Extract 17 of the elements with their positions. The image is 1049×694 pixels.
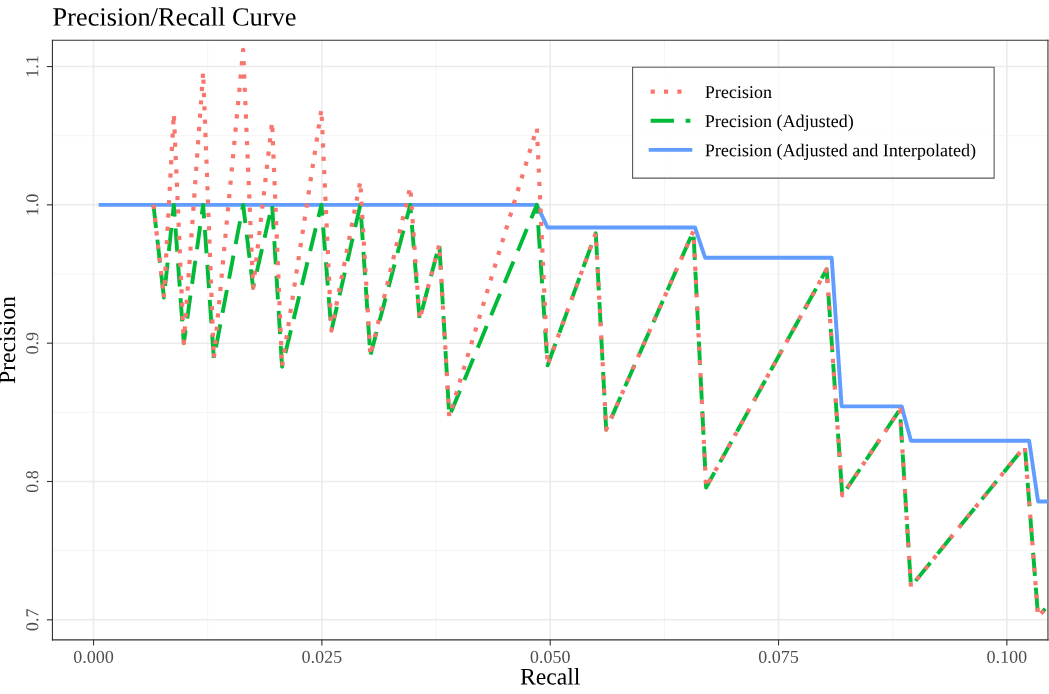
x-tick-label: 0.100 (987, 650, 1027, 664)
legend-label: Precision (705, 86, 772, 99)
y-tick-label: 1.0 (26, 194, 39, 215)
line-series (98, 202, 1048, 504)
x-tick-label: 0.050 (530, 650, 570, 664)
y-tick-label: 0.9 (26, 332, 39, 354)
y-axis-title: Precision (0, 296, 16, 384)
chart-title: Precision/Recall Curve (53, 7, 296, 26)
x-tick-label: 0.075 (758, 650, 799, 664)
y-tick-label: 0.7 (26, 609, 39, 631)
x-tick-label: 0.000 (73, 650, 114, 664)
y-tick-label: 0.8 (26, 470, 39, 493)
x-axis-title: Recall (520, 668, 580, 685)
legend-label: Precision (Adjusted and Interpolated) (705, 143, 976, 161)
y-tick-label: 1.1 (26, 56, 39, 77)
x-tick-label: 0.025 (302, 650, 342, 664)
legend-label: Precision (Adjusted) (705, 114, 853, 131)
